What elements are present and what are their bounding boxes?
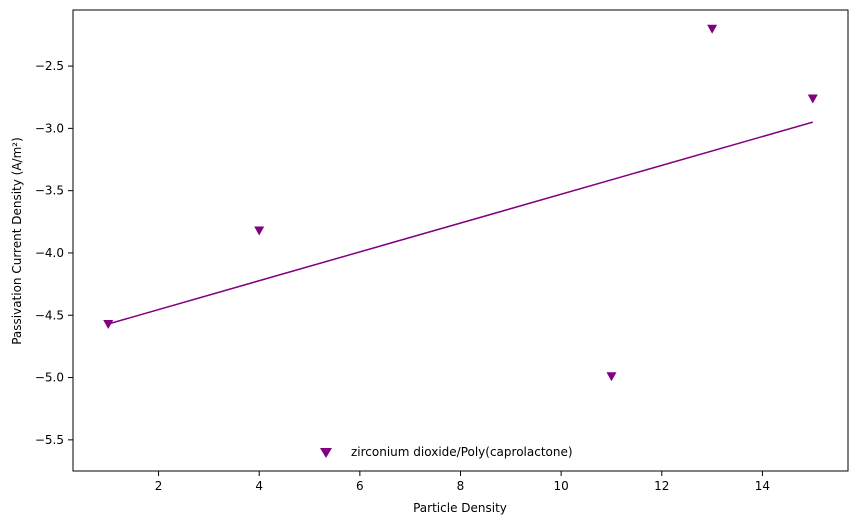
data-point [606,372,617,382]
x-axis-ticks: 2 4 6 8 10 12 14 [155,471,770,493]
points-layer [103,24,818,382]
y-axis-title: Passivation Current Density (A/m²) [10,137,24,345]
x-tick-label: 4 [255,479,263,493]
data-point [807,94,818,104]
legend-label: zirconium dioxide/Poly(caprolactone) [351,445,573,459]
data-point [707,24,718,34]
y-tick-label: −2.5 [35,59,64,73]
y-tick-label: −5.5 [35,433,64,447]
y-tick-label: −3.5 [35,184,64,198]
y-tick-label: −4.5 [35,308,64,322]
x-axis-title: Particle Density [413,501,507,515]
x-tick-label: 14 [755,479,770,493]
y-tick-label: −3.0 [35,121,64,135]
data-point [103,319,114,329]
y-axis-ticks: −5.5 −5.0 −4.5 −4.0 −3.5 −3.0 −2.5 [35,59,73,447]
legend-marker-icon [320,448,332,458]
legend: zirconium dioxide/Poly(caprolactone) [320,445,573,459]
x-tick-label: 6 [356,479,364,493]
y-tick-label: −4.0 [35,246,64,260]
x-tick-label: 2 [155,479,163,493]
x-tick-label: 12 [654,479,669,493]
data-point [254,226,265,236]
trendline-layer [108,121,813,325]
y-tick-label: −5.0 [35,371,64,385]
x-tick-label: 10 [554,479,569,493]
plot-area [72,9,849,472]
x-tick-label: 8 [457,479,465,493]
trendline [108,121,813,325]
